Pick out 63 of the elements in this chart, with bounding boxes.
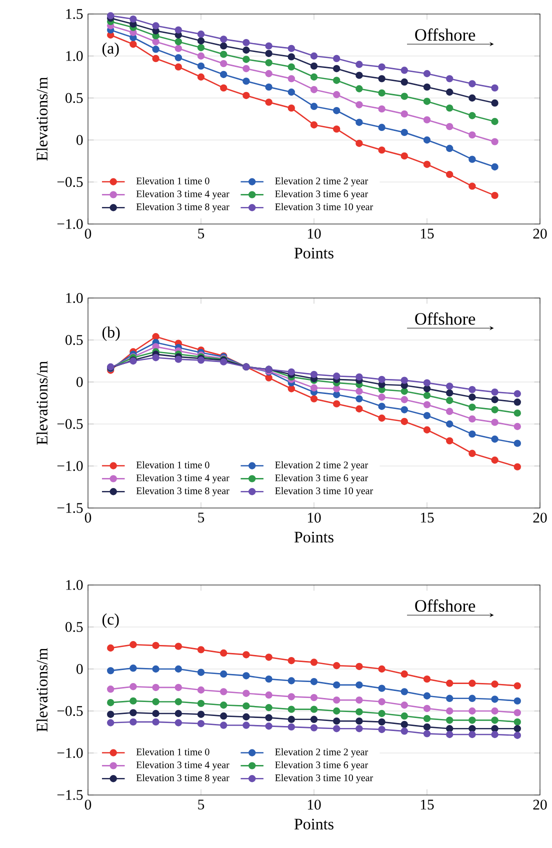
x-axis-title: Points	[294, 818, 334, 830]
x-tick-label: 20	[533, 800, 547, 810]
legend-label: Elevation 3 time 8 year	[136, 203, 230, 212]
x-tick-label: 5	[198, 512, 204, 522]
annotation: (a)	[102, 42, 119, 57]
x-tick-label: 0	[84, 800, 92, 810]
legend-label: Elevation 1 time 0	[136, 177, 210, 184]
y-axis-title: Elevations/m	[36, 648, 48, 732]
y-tick-label: −0.5	[57, 177, 83, 187]
x-tick-label: 15	[420, 512, 434, 523]
x-tick-label: 0	[84, 512, 92, 523]
x-tick-label: 20	[533, 512, 547, 523]
y-tick-label: 1.5	[66, 9, 83, 19]
legend-label: Elevation 3 time 4 year	[136, 190, 230, 200]
annotation: Offshore	[415, 312, 476, 325]
legend-label: Elevation 3 time 6 year	[275, 761, 368, 770]
y-tick-label: 1.0	[66, 293, 83, 303]
legend-label: Elevation 3 time 10 year	[275, 487, 374, 496]
legend-label: Elevation 2 time 2 year	[275, 177, 368, 186]
legend-label: Elevation 3 time 8 year	[136, 774, 230, 784]
x-tick-label: 10	[308, 512, 321, 523]
y-tick-label: −0.5	[57, 706, 83, 716]
annotation: Offshore	[415, 28, 476, 41]
annotation: Offshore	[415, 599, 476, 612]
legend-label: Elevation 3 time 10 year	[275, 774, 374, 784]
y-tick-label: 0.5	[66, 93, 83, 103]
legend-label: Elevation 1 time 0	[136, 461, 210, 468]
legend-label: Elevation 3 time 10 year	[275, 203, 374, 212]
x-tick-label: 10	[308, 800, 321, 810]
legend-label: Elevation 1 time 0	[136, 748, 210, 756]
x-tick-label: 0	[84, 228, 92, 239]
y-tick-label: −1.5	[57, 790, 83, 800]
annotation: (b)	[102, 326, 120, 341]
x-tick-label: 20	[533, 228, 547, 239]
y-tick-label: −1.0	[57, 219, 83, 229]
y-tick-label: 1.0	[66, 51, 83, 61]
y-tick-label: −1.0	[57, 461, 83, 471]
y-tick-label: −1.0	[57, 748, 83, 758]
y-tick-label: 0.5	[66, 335, 83, 345]
y-tick-label: 0	[76, 135, 83, 145]
legend-label: Elevation 2 time 2 year	[275, 461, 368, 470]
y-axis-title: Elevations/m	[36, 361, 48, 445]
legend-label: Elevation 3 time 6 year	[275, 474, 368, 484]
legend-label: Elevation 3 time 4 year	[136, 761, 230, 770]
legend-label: Elevation 2 time 2 year	[275, 748, 368, 758]
x-axis-title: Points	[294, 532, 334, 542]
y-tick-label: −1.5	[57, 503, 83, 513]
x-tick-label: 5	[198, 800, 204, 810]
x-axis-title: Points	[294, 248, 334, 258]
y-tick-label: 1.0	[66, 580, 83, 590]
y-tick-label: 0	[76, 377, 83, 387]
legend-label: Elevation 3 time 6 year	[275, 190, 368, 200]
x-tick-label: 15	[420, 800, 434, 810]
y-tick-label: 0	[76, 664, 83, 674]
x-tick-label: 5	[198, 228, 204, 238]
x-tick-label: 10	[308, 228, 321, 239]
x-tick-label: 15	[420, 228, 434, 239]
legend-label: Elevation 3 time 4 year	[136, 474, 230, 484]
legend-label: Elevation 3 time 8 year	[136, 487, 230, 496]
y-tick-label: −0.5	[57, 419, 83, 429]
annotation: (c)	[102, 613, 119, 628]
y-tick-label: 0.5	[66, 622, 83, 632]
y-axis-title: Elevations/m	[36, 77, 48, 161]
